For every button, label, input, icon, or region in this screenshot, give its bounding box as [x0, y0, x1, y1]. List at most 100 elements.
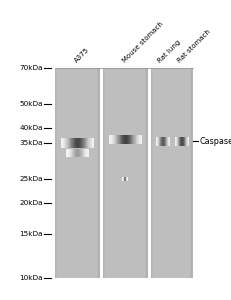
Bar — [91, 138, 92, 148]
Bar — [110, 135, 111, 145]
Text: 35kDa: 35kDa — [19, 140, 43, 146]
Bar — [122, 177, 123, 181]
Bar — [163, 137, 164, 146]
Bar — [74, 149, 75, 157]
Bar — [69, 149, 70, 157]
Bar — [137, 135, 138, 145]
Bar — [114, 135, 115, 145]
Bar — [109, 135, 110, 145]
Bar — [175, 136, 176, 146]
Bar — [187, 136, 188, 146]
Bar — [61, 138, 62, 148]
Bar — [130, 135, 131, 145]
Bar — [164, 137, 165, 146]
Bar — [184, 136, 185, 146]
Text: Rat lung: Rat lung — [156, 39, 181, 64]
Bar — [150, 68, 152, 278]
Bar — [176, 136, 177, 146]
Bar — [178, 136, 179, 146]
Bar — [180, 136, 181, 146]
Bar — [156, 137, 157, 146]
Bar — [80, 138, 81, 148]
Bar — [161, 137, 162, 146]
Bar — [179, 136, 180, 146]
Bar — [162, 137, 163, 146]
Bar — [136, 135, 137, 145]
Bar — [176, 136, 177, 146]
Bar — [179, 136, 180, 146]
Bar — [139, 135, 140, 145]
Bar — [74, 138, 75, 148]
Bar — [160, 137, 161, 146]
Bar — [158, 137, 159, 146]
Bar — [136, 135, 137, 145]
Bar — [113, 135, 114, 145]
Bar — [115, 135, 116, 145]
Bar — [62, 138, 63, 148]
Bar — [175, 136, 176, 146]
Bar — [126, 135, 127, 145]
Bar — [78, 138, 79, 148]
Bar — [92, 138, 93, 148]
Bar — [175, 136, 176, 146]
Text: A375: A375 — [73, 47, 90, 64]
Bar — [133, 135, 134, 145]
Bar — [124, 177, 125, 181]
Bar — [122, 177, 123, 181]
Bar — [134, 135, 135, 145]
Bar — [90, 138, 91, 148]
Bar — [103, 68, 104, 278]
Bar — [165, 137, 166, 146]
Bar — [155, 137, 156, 146]
Bar — [73, 138, 74, 148]
Bar — [85, 149, 86, 157]
Bar — [157, 137, 158, 146]
Bar — [61, 138, 62, 148]
Bar — [93, 138, 94, 148]
Bar — [82, 138, 83, 148]
Bar — [92, 138, 93, 148]
Bar — [87, 149, 88, 157]
Bar — [162, 137, 163, 146]
Bar — [79, 138, 80, 148]
Bar — [71, 149, 72, 157]
Bar — [70, 149, 71, 157]
Text: 25kDa: 25kDa — [19, 176, 43, 182]
Bar — [168, 137, 169, 146]
Bar — [169, 137, 170, 146]
Bar — [156, 137, 157, 146]
Bar — [84, 149, 85, 157]
Bar — [120, 135, 121, 145]
Bar — [123, 135, 124, 145]
Bar — [126, 177, 127, 181]
Bar — [167, 137, 168, 146]
Bar — [73, 149, 74, 157]
Bar — [159, 137, 160, 146]
Bar — [116, 135, 117, 145]
Bar — [80, 149, 81, 157]
Bar — [139, 135, 140, 145]
Bar — [80, 138, 81, 148]
Bar — [73, 138, 74, 148]
Bar — [71, 149, 72, 157]
Bar — [134, 135, 135, 145]
Bar — [86, 149, 87, 157]
Text: 20kDa: 20kDa — [19, 200, 43, 206]
Text: 50kDa: 50kDa — [19, 101, 43, 107]
Bar — [68, 149, 69, 157]
Bar — [75, 138, 76, 148]
Bar — [55, 68, 100, 278]
Bar — [166, 137, 167, 146]
Bar — [157, 137, 158, 146]
Bar — [68, 149, 69, 157]
Bar — [67, 138, 68, 148]
Bar — [159, 137, 160, 146]
Bar — [88, 138, 89, 148]
Bar — [161, 137, 162, 146]
Bar — [166, 137, 167, 146]
Bar — [174, 136, 175, 146]
Bar — [81, 149, 82, 157]
Bar — [91, 138, 92, 148]
Bar — [86, 138, 87, 148]
Bar — [86, 149, 87, 157]
